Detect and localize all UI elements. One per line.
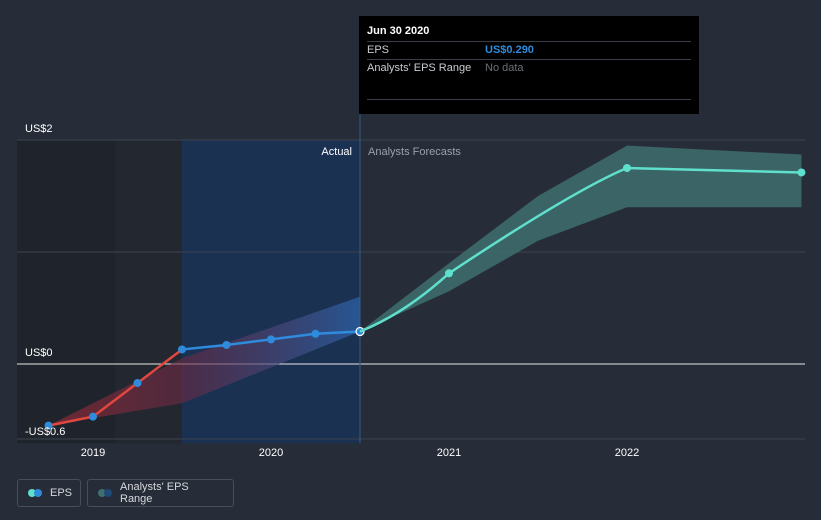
eps-point — [44, 421, 53, 430]
actual-region — [182, 140, 360, 444]
forecast-point — [445, 269, 453, 278]
tooltip-range-value: No data — [485, 62, 524, 74]
y-tick-label: US$2 — [25, 123, 53, 135]
tooltip-range-label: Analysts' EPS Range — [367, 62, 472, 74]
y-tick-label: -US$0.6 — [25, 426, 65, 438]
eps-point — [89, 412, 97, 421]
range-legend-icon — [98, 489, 112, 497]
legend-eps-label: EPS — [50, 487, 73, 499]
eps-point — [178, 345, 186, 354]
eps-legend-icon — [28, 489, 42, 497]
x-tick-label: 2022 — [615, 447, 639, 459]
eps-line-negative — [48, 348, 183, 427]
tooltip-row-eps: EPS US$0.290 — [367, 41, 691, 59]
legend-eps-button[interactable]: EPS — [17, 479, 81, 507]
eps-point — [267, 335, 275, 344]
forecast-point — [797, 168, 806, 177]
eps-point — [311, 329, 320, 338]
historical-range-band — [48, 296, 360, 426]
forecast-point — [623, 164, 631, 172]
x-tick-label: 2021 — [437, 447, 461, 459]
tooltip-eps-label: EPS — [367, 44, 390, 56]
x-tick-label: 2019 — [81, 447, 105, 459]
tooltip: Jun 30 2020 EPS US$0.290 Analysts' EPS R… — [359, 16, 699, 114]
tooltip-row-range: Analysts' EPS Range No data — [367, 59, 691, 77]
eps-point — [133, 379, 142, 388]
eps-point — [222, 340, 231, 349]
legend-range-button[interactable]: Analysts' EPS Range — [87, 479, 234, 507]
forecast-region-label: Analysts Forecasts — [368, 146, 461, 158]
x-tick-label: 2020 — [259, 447, 283, 459]
tooltip-eps-value: US$0.290 — [485, 44, 534, 56]
forecast-range-band — [360, 145, 802, 332]
actual-region-label: Actual — [321, 146, 352, 158]
legend-range-label: Analysts' EPS Range — [120, 481, 189, 505]
tooltip-title: Jun 30 2020 — [367, 25, 430, 37]
tooltip-divider — [367, 99, 691, 100]
eps-forecast-line — [359, 166, 802, 333]
y-tick-label: US$0 — [25, 347, 53, 359]
